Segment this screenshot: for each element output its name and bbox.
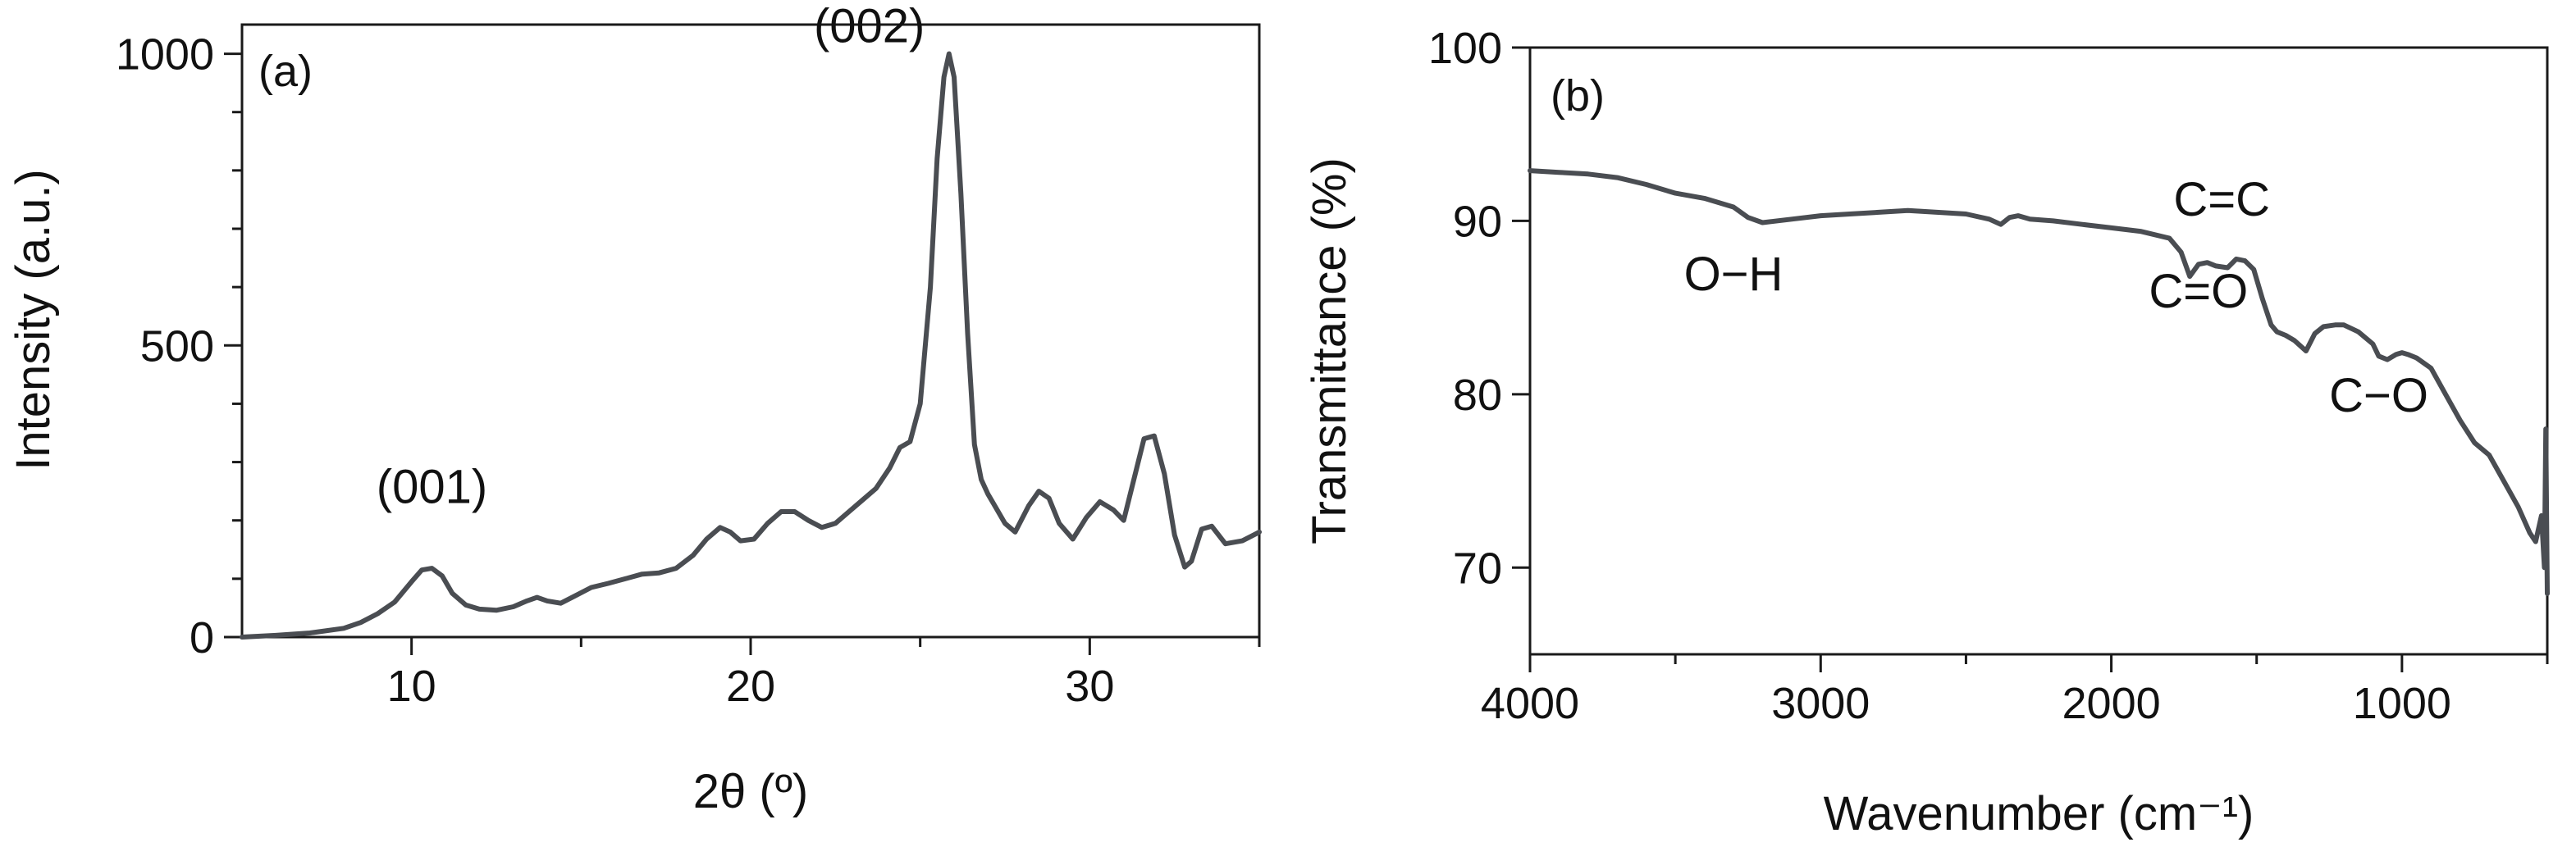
panel-b-x-axis-label: Wavenumber (cm⁻¹) [1824, 787, 2254, 840]
panel-a-y-tick-label: 500 [140, 321, 214, 371]
panel-b-x-tick-label: 2000 [2062, 679, 2161, 728]
panel-a-peak-annotation: (001) [377, 460, 487, 513]
panel-b-frame [1528, 46, 2549, 656]
panel-a-ticks: 10 20 30 0 500 1000 [116, 30, 1261, 711]
panel-b-peak-annotation: C=C [2173, 173, 2270, 226]
panel-b-peak-annotation: C−O [2329, 369, 2428, 422]
panel-b-peak-annotation: O−H [1684, 248, 1784, 301]
panel-a-y-axis-label: Intensity (a.u.) [7, 169, 60, 470]
panel-b-y-tick-label: 70 [1453, 544, 1502, 593]
panel-a-annotations: (001) (002) [377, 0, 925, 513]
panel-b-y-axis-label: Transmittance (%) [1303, 157, 1356, 544]
panel-a-series [240, 51, 1262, 640]
panel-a-y-tick-label: 0 [190, 613, 214, 662]
panel-a-xrd-plot: 10 20 30 0 500 1000 (001) (002) (a) 2θ (º) Int… [7, 0, 1262, 818]
panel-b-ftir-plot: 4000 3000 2000 1000 70 80 90 100 O−H C=C C=O C−O (… [1303, 24, 2550, 840]
panel-b-peak-annotation: C=O [2149, 265, 2248, 318]
panel-b-y-tick-label: 80 [1453, 371, 1502, 420]
panel-b-annotations: O−H C=C C=O C−O [1684, 173, 2428, 422]
panel-a-x-tick-label: 10 [387, 662, 436, 711]
panel-b-x-tick-label: 4000 [1481, 679, 1579, 728]
panel-a-peak-annotation: (002) [814, 0, 925, 52]
panel-a-x-axis-label: 2θ (º) [693, 765, 808, 818]
panel-a-x-tick-label: 30 [1065, 662, 1114, 711]
panel-b-series [1528, 168, 2550, 596]
panel-a-x-tick-label: 20 [726, 662, 775, 711]
panel-b-label: (b) [1551, 71, 1605, 121]
panel-b-x-tick-label: 1000 [2353, 679, 2451, 728]
panel-b-y-tick-label: 90 [1453, 197, 1502, 246]
panel-a-y-tick-label: 1000 [116, 30, 214, 80]
panel-a-label: (a) [258, 47, 313, 96]
panel-b-ticks: 4000 3000 2000 1000 70 80 90 100 [1428, 24, 2549, 728]
panel-b-y-tick-label: 100 [1428, 24, 1502, 73]
panel-b-series-line [1528, 168, 2550, 596]
panel-a-series-line [240, 51, 1262, 640]
panel-b-x-tick-label: 3000 [1771, 679, 1870, 728]
panel-a-frame [240, 23, 1261, 639]
